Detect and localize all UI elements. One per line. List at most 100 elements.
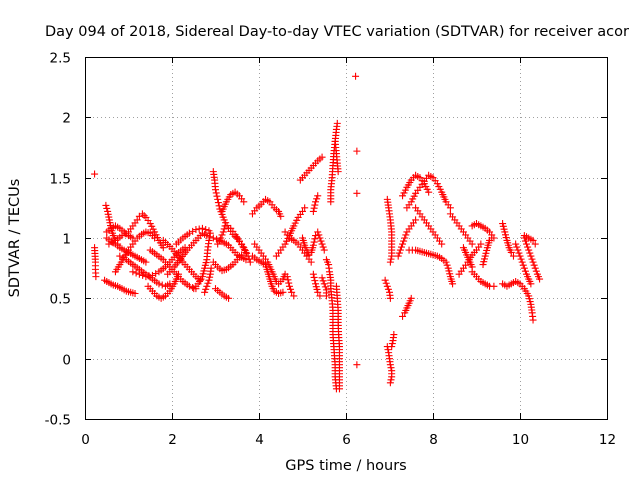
data-point [353,189,361,197]
data-point [102,201,110,209]
data-point [322,292,330,300]
data-point [142,258,150,266]
data-point [443,261,451,269]
y-tick-label: 0.5 [50,292,71,308]
y-ticks: -0.5 0 0.5 1 1.5 2 2.5 [45,51,607,429]
data-point [438,240,446,248]
data-point [192,226,200,234]
data-point [121,230,129,238]
data-point [307,258,315,266]
data-point [515,249,523,257]
x-tick-label: 0 [81,432,90,448]
data-point [525,246,533,254]
data-point [316,234,324,242]
data-point [142,273,150,281]
x-tick-label: 8 [429,432,438,448]
data-point [386,379,394,387]
data-point [536,275,544,283]
data-point [205,276,213,284]
data-point [530,261,538,269]
data-point [288,288,296,296]
data-point [524,243,532,251]
data-point [529,316,537,324]
data-point [518,258,526,266]
data-point [389,337,397,345]
data-point [388,343,396,351]
data-point [215,202,223,210]
data-point [442,258,450,266]
data-point [283,273,291,281]
data-point [196,276,204,284]
data-point [528,255,536,263]
data-point [314,228,322,236]
data-point [299,207,306,215]
data-point [285,279,293,287]
x-tick-label: 6 [342,432,351,448]
data-point [219,228,227,236]
y-tick-label: 0 [62,353,71,369]
data-point [309,207,317,215]
x-axis-label: GPS time / hours [285,458,406,474]
data-point [402,231,410,239]
data-point [353,361,361,369]
data-point [521,267,529,275]
data-points [91,72,544,393]
x-ticks: 0 2 4 6 8 10 12 [81,57,616,448]
data-point [131,290,139,298]
data-point [401,234,409,242]
data-point [140,212,148,220]
data-point [520,264,528,272]
data-point [526,249,534,257]
data-point [201,288,209,296]
y-tick-label: 1.5 [50,172,71,188]
data-point [312,232,320,240]
data-point [214,195,222,203]
data-point [407,294,415,302]
data-point [246,258,254,266]
y-tick-label: 2 [62,111,71,127]
data-point [189,283,197,291]
x-tick-label: 4 [255,432,264,448]
data-point [213,235,221,243]
data-point [245,255,253,263]
data-point [514,246,522,254]
data-point [189,227,197,235]
data-point [352,72,360,80]
data-point [310,238,318,246]
data-point [318,153,326,161]
data-point [240,198,248,206]
data-point [301,204,309,212]
data-point [314,192,322,200]
data-point [386,361,394,369]
grid-lines [85,57,607,419]
data-point [218,231,226,239]
data-point [353,147,361,155]
data-point [195,225,203,233]
data-point [532,267,540,275]
data-point [312,198,320,206]
data-point [394,252,402,260]
data-point [319,243,327,251]
data-point [523,240,531,248]
data-point [92,273,100,281]
data-point [198,224,206,232]
y-tick-label: -0.5 [45,413,71,429]
data-point [334,168,342,176]
data-point [213,192,221,200]
data-point [206,229,214,237]
data-point [205,236,213,244]
data-point [383,282,391,290]
chart-title: Day 094 of 2018, Sidereal Day-to-day VTE… [45,24,629,40]
data-point [214,240,222,248]
data-point [309,241,317,249]
data-point [395,249,403,257]
data-point [384,346,392,354]
data-point [446,204,454,212]
data-point [309,270,317,278]
data-point [185,282,193,290]
data-point [382,279,390,287]
data-point [521,237,529,245]
data-point [202,226,210,234]
data-point [468,240,476,248]
data-point [320,246,328,254]
